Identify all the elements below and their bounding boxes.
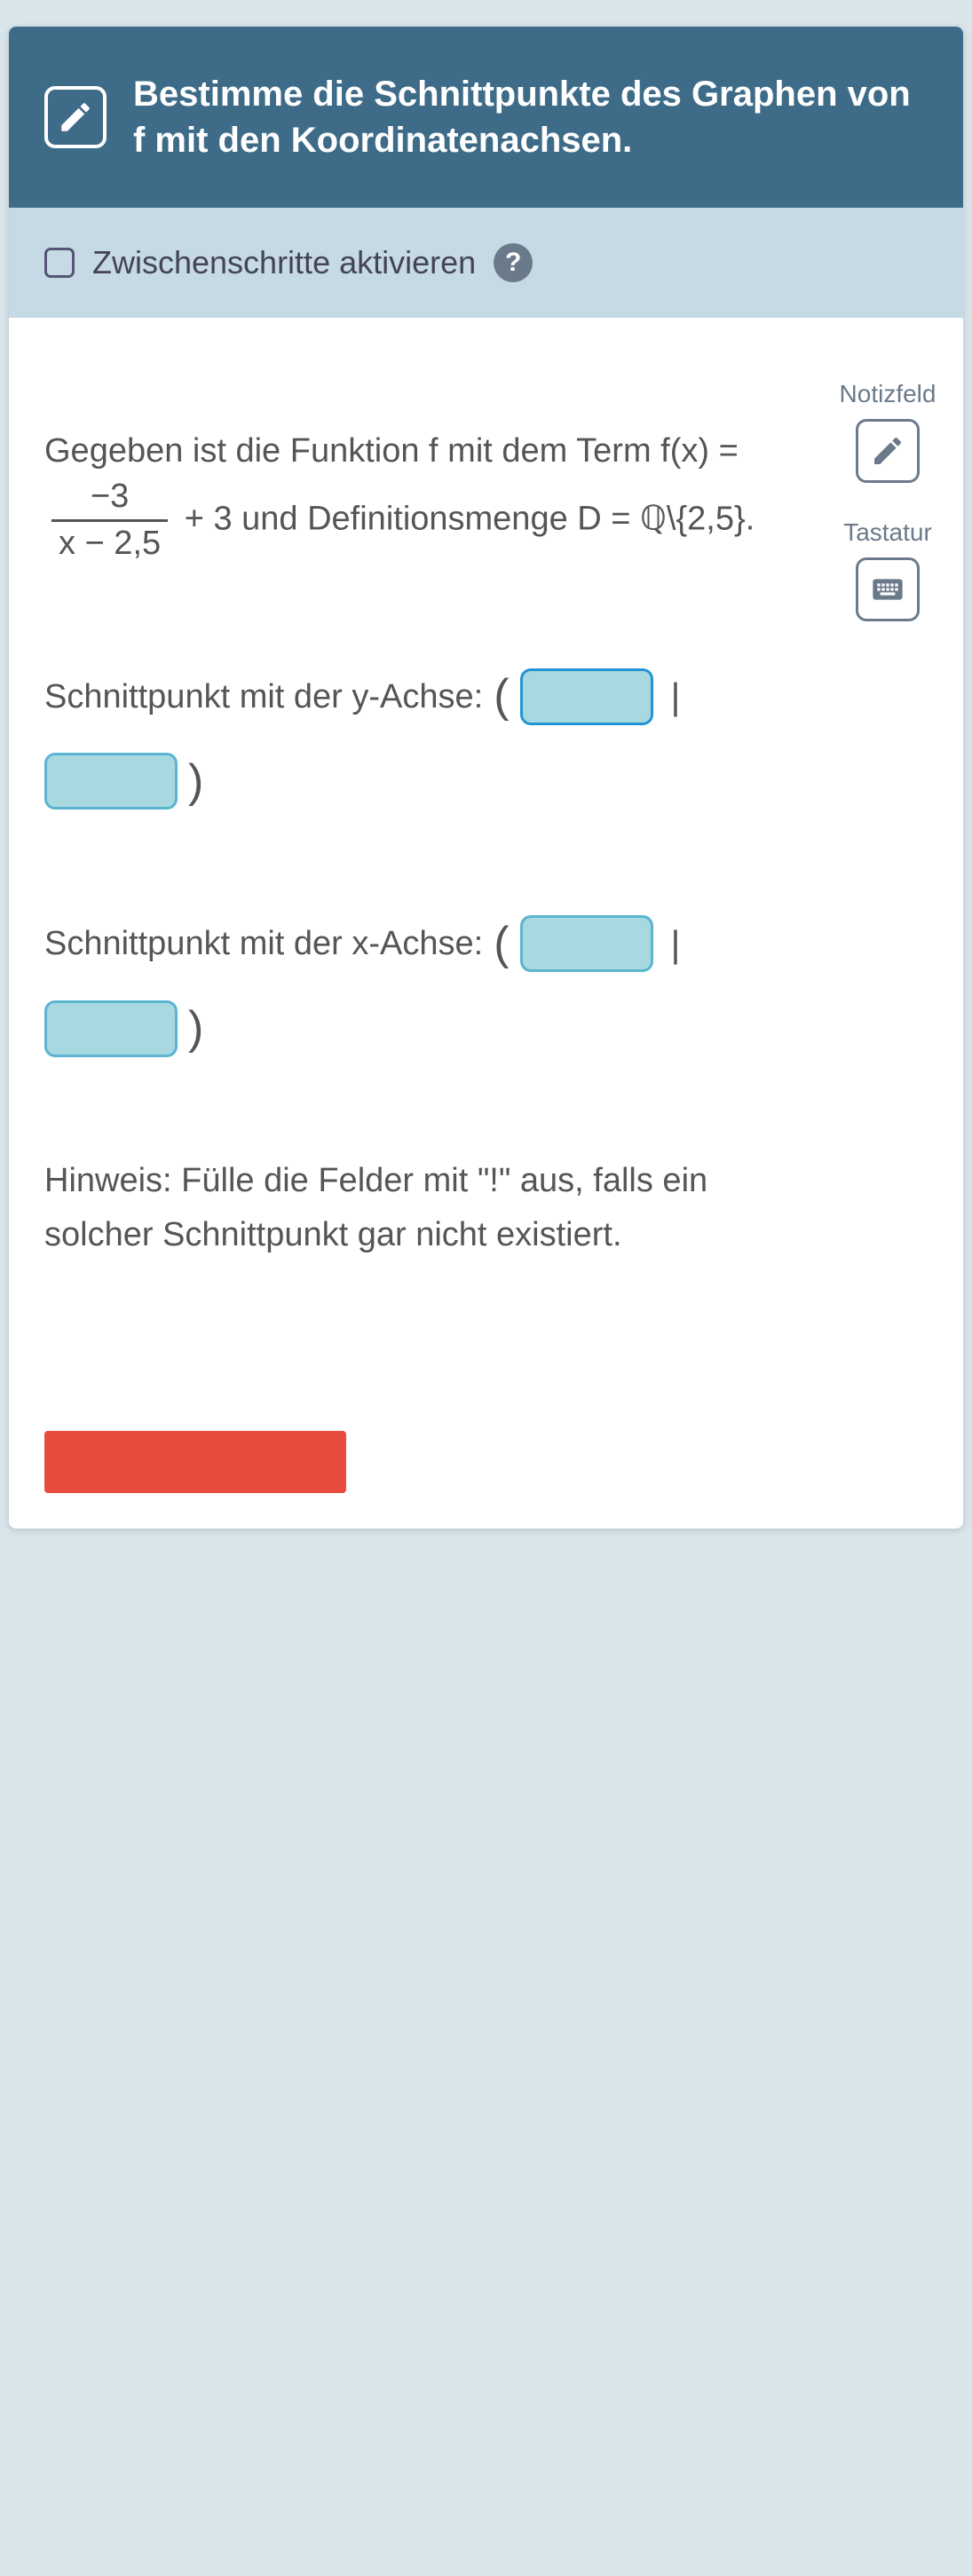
x-axis-row: Schnittpunkt mit der x-Achse: ( | ) (44, 907, 777, 1065)
x-axis-y-input[interactable] (44, 1000, 178, 1057)
keyboard-button[interactable]: Tastatur (843, 518, 932, 621)
open-paren: ( (494, 660, 509, 733)
intro-prefix: Gegeben ist die Funktion f mit dem Term … (44, 432, 739, 470)
content-wrap: Gegeben ist die Funktion f mit dem Term … (9, 318, 963, 1431)
separator: | (671, 914, 681, 974)
notepad-label: Notizfeld (840, 380, 936, 408)
subbar: Zwischenschritte aktivieren ? (9, 208, 963, 318)
keyboard-icon (856, 557, 920, 621)
open-paren: ( (494, 907, 509, 981)
fraction-bar (51, 519, 168, 522)
steps-label: Zwischenschritte aktivieren (92, 244, 476, 281)
y-axis-y-input[interactable] (44, 753, 178, 810)
tool-sidebar: Notizfeld Tastatur (812, 318, 963, 1431)
close-paren: ) (188, 745, 203, 818)
keyboard-label: Tastatur (843, 518, 932, 547)
action-button[interactable] (44, 1431, 346, 1493)
separator: | (671, 667, 681, 726)
x-axis-x-input[interactable] (520, 915, 653, 972)
hint-text: Hinweis: Fülle die Felder mit "!" aus, f… (44, 1154, 777, 1262)
intro-suffix: + 3 und Definitionsmenge D = ℚ\{2,5}. (185, 500, 755, 537)
close-paren: ) (188, 992, 203, 1065)
x-axis-label: Schnittpunkt mit der x-Achse: (44, 917, 483, 971)
fraction: −3 x − 2,5 (51, 478, 168, 563)
edit-icon (44, 86, 107, 148)
fraction-denominator: x − 2,5 (51, 525, 168, 563)
exercise-card: Bestimme die Schnittpunkte des Graphen v… (9, 27, 963, 1529)
content: Gegeben ist die Funktion f mit dem Term … (9, 318, 812, 1431)
y-axis-label: Schnittpunkt mit der y-Achse: (44, 670, 483, 724)
fraction-numerator: −3 (83, 478, 136, 516)
card-header: Bestimme die Schnittpunkte des Graphen v… (9, 27, 963, 208)
y-axis-row: Schnittpunkt mit der y-Achse: ( | ) (44, 660, 777, 818)
steps-checkbox[interactable] (44, 248, 75, 278)
card-title: Bestimme die Schnittpunkte des Graphen v… (133, 71, 928, 163)
problem-statement: Gegeben ist die Funktion f mit dem Term … (44, 424, 777, 562)
help-icon[interactable]: ? (494, 243, 533, 282)
y-axis-x-input[interactable] (520, 668, 653, 725)
notepad-icon (856, 419, 920, 483)
notepad-button[interactable]: Notizfeld (840, 380, 936, 483)
